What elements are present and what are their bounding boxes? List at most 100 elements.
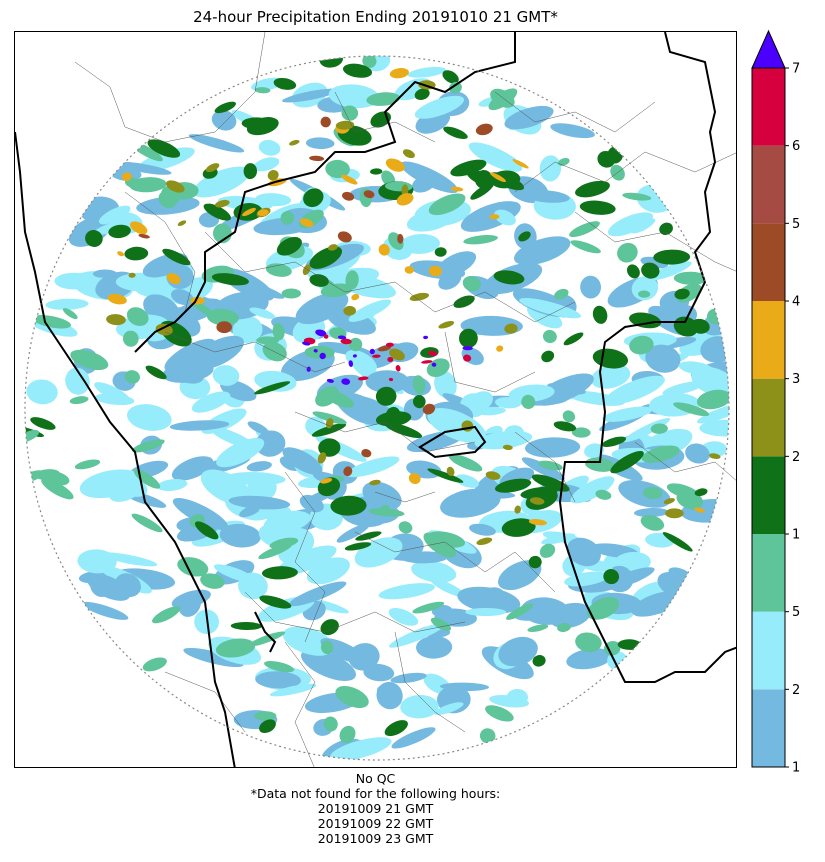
precip-cell [319, 352, 326, 360]
precip-cell [289, 139, 300, 146]
precip-cell [336, 523, 370, 543]
precip-cell [108, 224, 131, 239]
precip-cell [348, 337, 363, 352]
precip-cell [631, 581, 667, 607]
precip-cell [407, 66, 446, 78]
precip-cell [603, 569, 620, 585]
precip-cell [504, 323, 518, 334]
precip-cell [309, 155, 325, 162]
precip-cell [434, 247, 447, 257]
precip-cell [301, 649, 356, 681]
precip-cell [378, 583, 435, 600]
precip-cell [641, 262, 660, 279]
precip-cell [469, 523, 496, 536]
precip-cell [273, 77, 297, 90]
precip-cell [320, 619, 339, 636]
precip-cell [666, 483, 699, 499]
precip-cell [397, 233, 404, 244]
precip-cell [653, 249, 691, 265]
precip-cell [514, 236, 571, 266]
precip-cell [131, 513, 163, 533]
precip-cell [325, 418, 334, 429]
precip-cell [232, 316, 263, 344]
precip-cell [430, 578, 467, 598]
precip-cell [248, 631, 286, 647]
precip-cell [166, 273, 181, 285]
precip-cell [230, 621, 263, 631]
precip-cell [282, 88, 340, 103]
precip-cell [365, 370, 410, 393]
precip-cell [200, 573, 225, 589]
precip-cell [384, 720, 408, 737]
precip-cell [320, 640, 334, 655]
state-boundaries [15, 32, 736, 767]
precip-cell [86, 573, 131, 601]
precip-cell [330, 495, 367, 516]
precip-cell [434, 702, 464, 715]
precip-cell [215, 638, 256, 658]
precip-cell [489, 214, 500, 220]
precip-cell [481, 587, 506, 609]
precip-cell [247, 472, 277, 501]
precip-cell [169, 420, 230, 431]
precip-cell [85, 230, 103, 247]
precip-cell [177, 220, 187, 227]
precip-cell [400, 694, 439, 719]
precip-cell [107, 293, 127, 305]
precip-cell [542, 329, 557, 344]
precip-cell [494, 478, 532, 493]
precip-cell [514, 505, 521, 514]
precip-cell [465, 608, 507, 616]
precip-cell [645, 344, 681, 373]
precip-cell [411, 560, 457, 583]
precip-cell [697, 402, 729, 424]
precip-cell [690, 318, 710, 334]
precip-cell [506, 603, 533, 620]
colorbar-segment [752, 378, 785, 457]
precip-cell [442, 70, 459, 84]
precip-cell [462, 346, 473, 351]
precip-cell [495, 397, 522, 409]
precip-cell [211, 273, 249, 286]
precip-cell [32, 315, 72, 329]
precip-cell [570, 240, 601, 254]
precip-cell [93, 221, 126, 236]
colorbar-tick-label: 30 [792, 372, 800, 387]
precip-cell [674, 288, 690, 300]
precip-cell [386, 406, 400, 421]
colorbar-tick-label: 50 [792, 217, 800, 232]
colorbar-segment [752, 223, 785, 301]
precip-cell [305, 137, 335, 150]
precip-cell [355, 531, 382, 541]
precip-cell [428, 265, 442, 277]
precip-cell [490, 88, 515, 108]
precip-cell [597, 150, 616, 168]
precip-cell [414, 88, 430, 100]
precip-cell [253, 217, 314, 236]
qc-note: No QC [355, 771, 396, 786]
precip-cell [427, 350, 438, 356]
precip-cell [438, 321, 455, 329]
precip-cell [569, 221, 600, 238]
precip-cell [673, 271, 708, 285]
precip-cell [62, 308, 78, 320]
precip-cell [175, 366, 204, 384]
precip-cell [344, 542, 372, 551]
precip-cell [289, 581, 347, 607]
precip-cell [145, 365, 167, 380]
map-canvas [15, 32, 736, 767]
precip-cell [409, 292, 430, 301]
precip-cell [26, 379, 58, 405]
precip-cell [638, 290, 651, 298]
precip-cell [81, 601, 129, 620]
precip-cell [362, 481, 402, 510]
colorbar-segment [752, 534, 785, 612]
precip-cell [449, 81, 462, 94]
precip-cell [126, 307, 149, 326]
precip-cell [311, 423, 347, 437]
precip-cell [428, 193, 466, 216]
precip-cell [455, 474, 479, 488]
precip-cell [685, 443, 710, 464]
precip-cell [130, 221, 148, 235]
precip-cell [193, 166, 250, 198]
